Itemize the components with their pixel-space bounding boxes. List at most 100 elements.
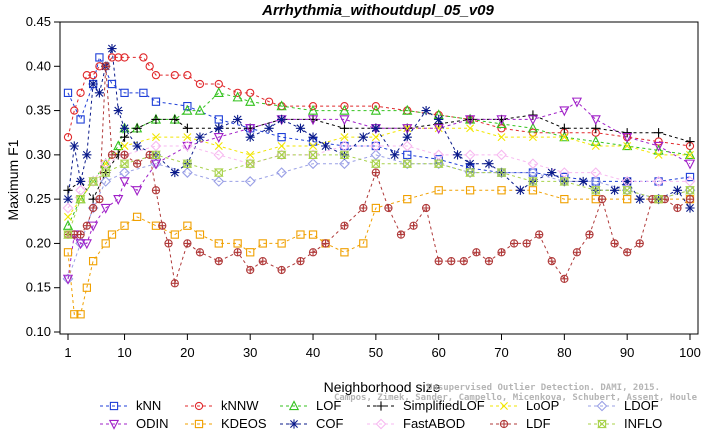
data-point-knn: [685, 172, 695, 182]
legend-marker-ldf: [499, 419, 509, 429]
legend-marker-ldof: [596, 400, 608, 412]
y-tick-label: 0.25: [26, 191, 51, 206]
data-point-inflo: [182, 159, 193, 168]
data-point-cof: [358, 132, 368, 142]
plot-frame: [59, 21, 699, 335]
data-point-ldf: [409, 221, 418, 230]
data-point-inflo: [276, 150, 287, 160]
data-point-ldf: [509, 239, 519, 248]
data-point-knn: [277, 132, 286, 142]
data-point-kdeos: [246, 248, 255, 257]
data-point-ldf: [88, 203, 98, 213]
data-point-ldf: [321, 239, 330, 248]
data-point-lof: [339, 104, 350, 115]
data-point-kdeos: [183, 221, 192, 230]
data-point-cof: [465, 159, 475, 169]
data-point-inflo: [63, 230, 73, 239]
data-point-inflo: [151, 150, 161, 160]
data-point-ldf: [82, 221, 91, 230]
data-point-odin: [75, 239, 86, 250]
data-point-kdeos: [132, 212, 142, 222]
legend-marker-cof: [289, 419, 299, 429]
data-point-lof: [276, 100, 287, 111]
data-point-cof: [88, 79, 98, 89]
data-point-cof: [622, 176, 632, 187]
data-point-ldof: [100, 176, 112, 187]
data-point-knnw: [183, 70, 192, 80]
data-point-fastabod: [100, 158, 112, 170]
data-point-kdeos: [623, 194, 632, 204]
data-point-simplifiedlof: [132, 123, 142, 133]
data-point-knn: [107, 79, 117, 89]
data-point-fastabod: [433, 149, 445, 161]
legend-marker-simplifiedlof: [376, 401, 386, 411]
data-point-cof: [63, 194, 73, 204]
data-point-fastabod: [370, 140, 382, 152]
series-markers: [62, 43, 696, 319]
data-point-odin: [119, 177, 130, 188]
data-point-odin: [62, 274, 74, 285]
legend-marker-lof: [288, 400, 300, 411]
data-point-lof: [496, 118, 507, 129]
data-point-fastabod: [684, 176, 696, 187]
series-line-cof: [67, 48, 691, 209]
data-point-kdeos: [120, 221, 129, 230]
data-point-kdeos: [82, 283, 91, 292]
data-point-lof: [402, 104, 413, 115]
data-point-ldf: [610, 239, 619, 248]
legend-label-ldof: LDOF: [624, 398, 659, 413]
data-point-ldf: [296, 257, 305, 266]
chart-title: Arrhythmia_withoutdupl_05_v09: [261, 2, 494, 19]
x-tick-label: 50: [369, 345, 383, 360]
legend-marker-knnw: [194, 401, 204, 411]
data-point-cof: [402, 132, 412, 142]
legend-label-simplifiedlof: SimplifiedLOF: [403, 398, 485, 413]
data-point-simplifiedlof: [63, 185, 73, 195]
data-point-simplifiedlof: [653, 128, 664, 138]
data-point-kdeos: [340, 248, 349, 257]
data-point-odin: [590, 115, 601, 126]
legend-marker-loop: [500, 402, 508, 410]
data-point-loop: [340, 133, 349, 142]
data-point-odin: [88, 221, 99, 232]
legend-label-fastabod: FastABOD: [403, 416, 465, 431]
data-point-cof: [69, 141, 79, 151]
legend-marker-fastabod: [375, 418, 387, 430]
data-point-lof: [245, 95, 256, 106]
data-point-ldf: [359, 203, 368, 213]
data-point-odin: [81, 239, 92, 250]
data-point-knn: [139, 88, 148, 98]
data-point-ldof: [244, 176, 256, 187]
data-point-ldf: [484, 257, 494, 266]
data-point-loop: [371, 133, 380, 142]
data-point-odin: [622, 132, 633, 143]
y-tick-label: 0.40: [26, 58, 51, 73]
data-point-cof: [75, 176, 86, 187]
data-point-inflo: [75, 194, 86, 204]
data-point-ldf: [585, 230, 594, 239]
data-point-inflo: [339, 150, 350, 160]
data-point-cof: [195, 132, 205, 142]
data-point-fastabod: [496, 149, 507, 161]
data-point-ldf: [560, 274, 569, 283]
data-point-knnw: [139, 53, 148, 62]
data-point-knnw: [264, 97, 274, 106]
data-point-kdeos: [296, 230, 305, 239]
legend-label-ldf: LDF: [526, 416, 551, 431]
data-point-ldf: [277, 265, 286, 275]
data-point-loop: [434, 124, 443, 133]
legend-marker-kdeos: [194, 419, 204, 429]
data-point-odin: [496, 115, 507, 126]
data-point-lof: [653, 144, 664, 155]
data-point-odin: [100, 203, 111, 214]
data-point-cof: [434, 114, 444, 125]
data-point-knnw: [195, 79, 205, 89]
data-point-simplifiedlof: [151, 114, 161, 125]
data-point-fastabod: [590, 167, 602, 178]
data-point-ldf: [384, 203, 393, 213]
data-point-loop: [214, 142, 223, 150]
data-point-ldf: [308, 248, 318, 257]
data-point-kdeos: [434, 186, 443, 195]
data-point-ldf: [371, 168, 381, 177]
data-point-lof: [684, 149, 696, 160]
